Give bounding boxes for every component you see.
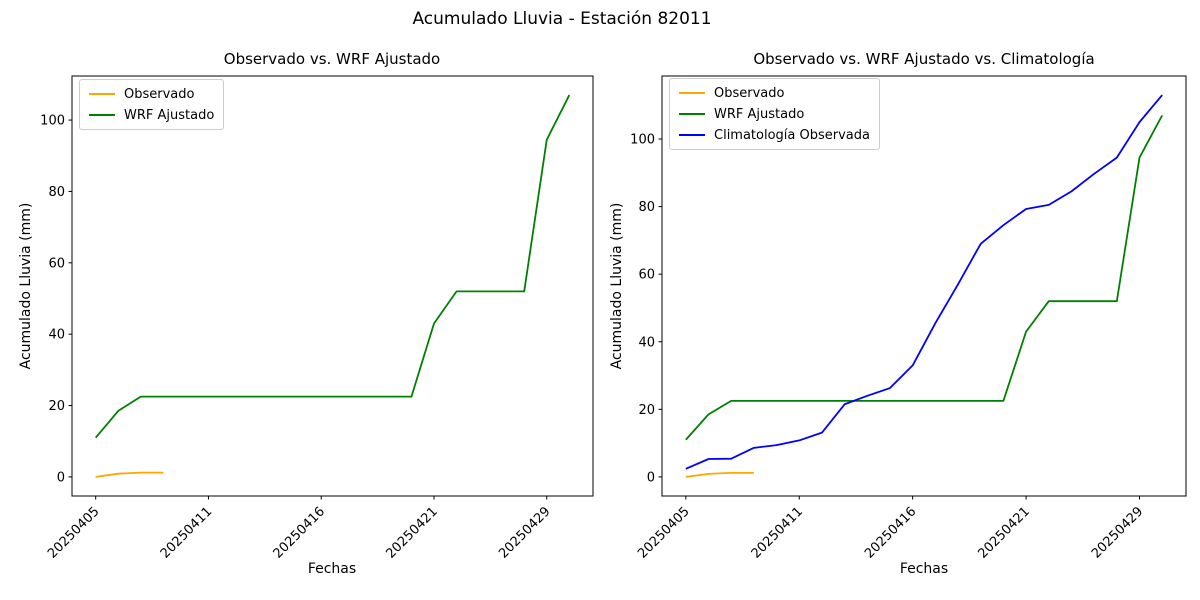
legend-item: WRF Ajustado <box>89 106 214 124</box>
left-legend: Observado WRF Ajustado <box>79 79 225 130</box>
right-plot-title: Observado vs. WRF Ajustado vs. Climatolo… <box>753 50 1095 68</box>
y-tick-label: 60 <box>638 268 655 283</box>
legend-line-sample <box>679 134 705 136</box>
y-tick-label: 40 <box>48 328 65 343</box>
axes-frame <box>661 75 1187 497</box>
right-yaxis-label: Acumulado Lluvia (mm) <box>609 202 625 370</box>
series-line-climatologia <box>685 94 1163 470</box>
figure-title: Acumulado Lluvia - Estación 82011 <box>412 9 712 29</box>
y-tick-label: 80 <box>638 200 655 215</box>
x-tick-label: 20250429 <box>1089 504 1146 561</box>
left-xaxis-label: Fechas <box>307 561 357 577</box>
y-tick-label: 100 <box>630 133 655 148</box>
legend-item-label: Climatología Observada <box>714 127 870 143</box>
y-tick-label: 0 <box>57 470 65 485</box>
legend-item-label: WRF Ajustado <box>714 106 805 122</box>
legend-item-label: WRF Ajustado <box>124 107 215 123</box>
x-tick-label: 20250416 <box>862 504 919 561</box>
x-tick-label: 20250429 <box>496 504 553 561</box>
y-tick-label: 60 <box>48 256 65 271</box>
x-tick-label: 20250416 <box>271 504 328 561</box>
y-tick-label: 0 <box>647 470 655 485</box>
right-xaxis-label: Fechas <box>899 561 949 577</box>
x-tick-label: 20250405 <box>635 504 692 561</box>
legend-item-label: Observado <box>124 86 195 102</box>
x-tick-label: 20250405 <box>45 504 102 561</box>
series-line-wrf <box>94 94 571 439</box>
legend-item: Observado <box>89 85 214 103</box>
x-tick-label: 20250411 <box>158 504 215 561</box>
y-tick-label: 20 <box>638 403 655 418</box>
series-line-wrf <box>685 114 1163 441</box>
axes-frame <box>71 75 594 497</box>
y-tick-label: 20 <box>48 399 65 414</box>
left-yaxis-label: Acumulado Lluvia (mm) <box>18 202 34 370</box>
legend-item: Observado <box>679 84 870 102</box>
legend-item-label: Observado <box>714 85 785 101</box>
y-tick-label: 80 <box>48 185 65 200</box>
series-line-observado <box>95 471 164 478</box>
series-line-observado <box>685 471 754 478</box>
legend-line-sample <box>89 114 115 116</box>
legend-line-sample <box>679 113 705 115</box>
legend-item: WRF Ajustado <box>679 105 870 123</box>
legend-line-sample <box>89 93 115 95</box>
y-tick-label: 40 <box>638 335 655 350</box>
x-tick-label: 20250421 <box>976 504 1033 561</box>
x-tick-label: 20250411 <box>749 504 806 561</box>
legend-line-sample <box>679 92 705 94</box>
legend-item: Climatología Observada <box>679 126 870 144</box>
y-tick-label: 100 <box>40 114 65 129</box>
x-tick-label: 20250421 <box>383 504 440 561</box>
right-legend: Observado WRF Ajustado Climatología Observ… <box>669 78 880 150</box>
left-plot-title: Observado vs. WRF Ajustado <box>223 50 441 68</box>
subplot-0: 0 20 40 60 80 100 20250405 20250411 20250416 2025… <box>40 75 594 562</box>
